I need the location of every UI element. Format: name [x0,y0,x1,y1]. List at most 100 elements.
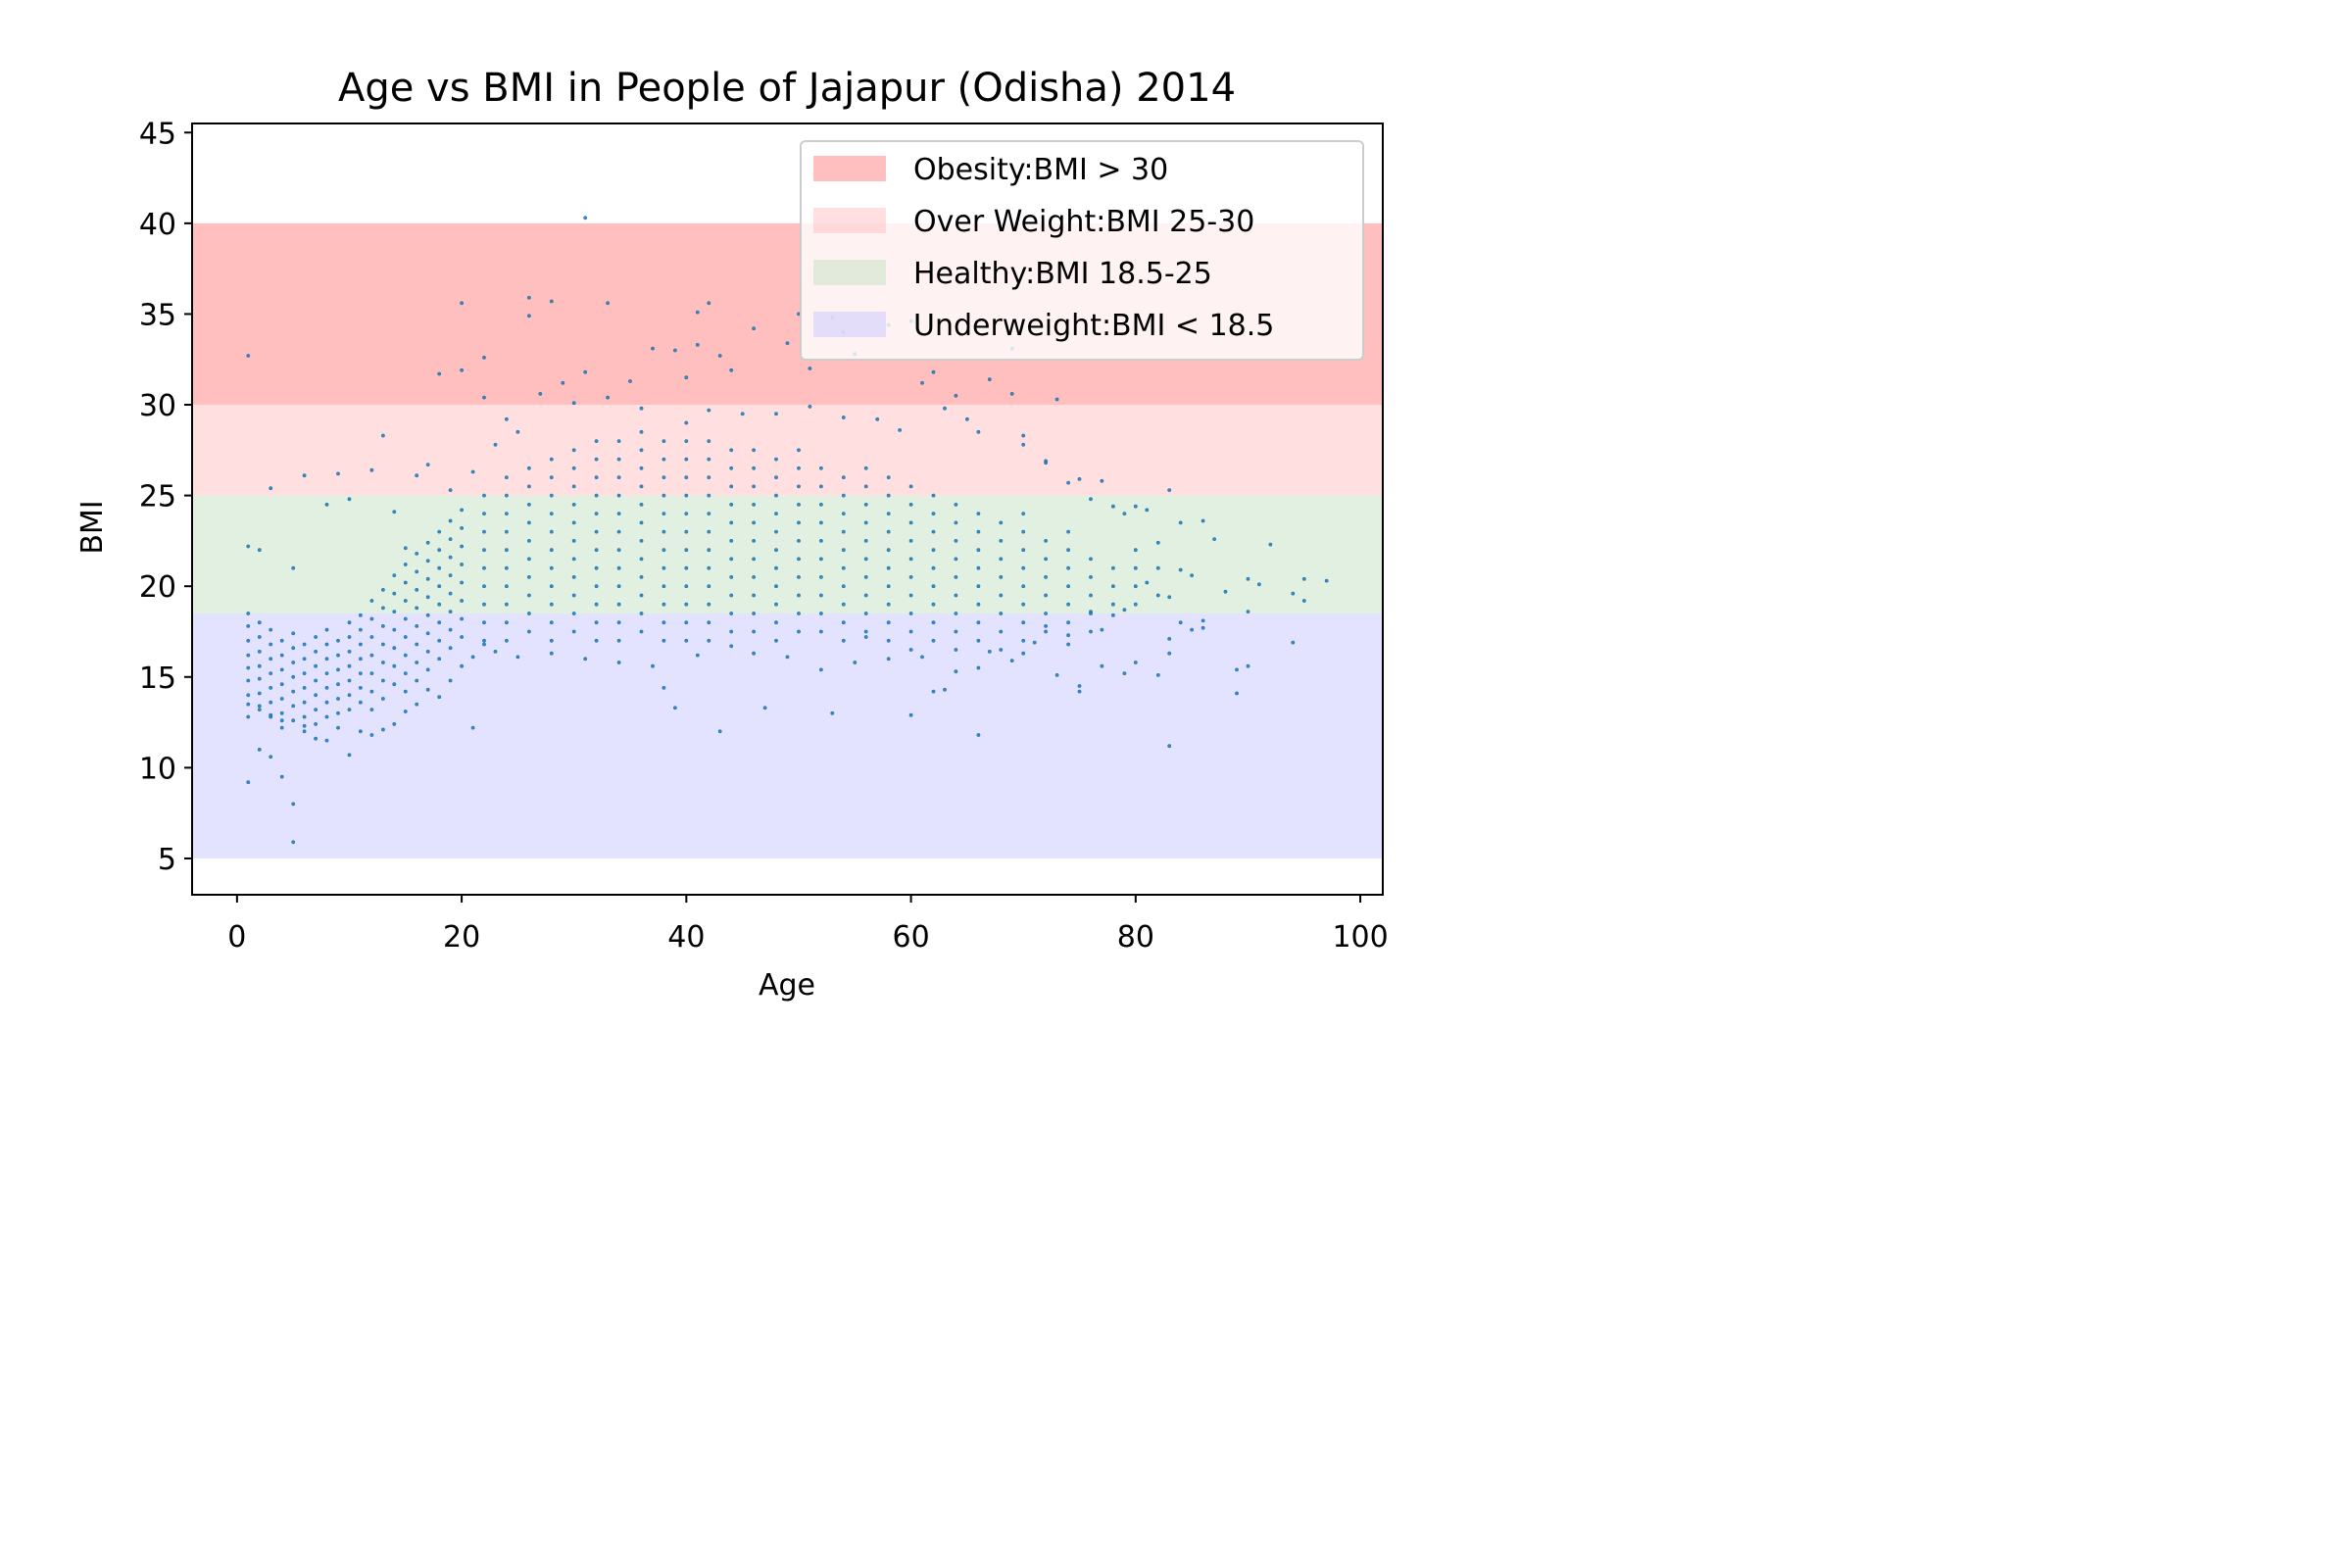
data-point [1122,512,1127,516]
data-point [291,704,296,709]
data-point [549,584,554,589]
data-point [752,484,757,489]
data-point [460,563,465,566]
data-point [482,565,486,570]
data-point [279,667,284,672]
data-point [954,503,958,507]
data-point [291,840,296,845]
data-point [684,584,689,589]
legend-box [800,140,1364,361]
y-tick-label: 15 [139,662,176,696]
data-point [291,802,296,807]
data-point [571,539,576,543]
legend-label: Underweight:BMI < 18.5 [913,309,1274,343]
data-point [886,548,891,553]
data-point [684,475,689,480]
data-point [1044,612,1049,615]
data-point [1155,673,1160,677]
data-point [1044,593,1049,598]
data-point [269,700,273,705]
data-point [291,661,296,664]
x-tick-label: 20 [443,920,480,955]
data-point [369,689,374,694]
data-point [1021,638,1026,643]
data-point [639,539,644,543]
data-point [415,678,419,683]
data-point [707,475,711,480]
data-point [808,404,812,409]
data-point [482,355,486,360]
data-point [358,729,363,734]
data-point [987,377,992,382]
data-point [336,710,340,715]
data-point [571,401,576,406]
data-point [246,624,251,628]
data-point [358,627,363,632]
data-point [460,368,465,372]
data-point [279,725,284,730]
data-point [863,520,868,525]
data-point [729,520,734,525]
data-point [819,629,823,634]
data-point [425,576,430,581]
y-tick-label: 25 [139,480,176,514]
data-point [324,738,329,743]
data-point [369,671,374,676]
data-point [505,475,509,480]
data-point [482,638,486,643]
data-point [594,565,599,570]
data-point [886,638,891,643]
data-point [639,593,644,598]
data-point [257,708,262,712]
data-point [415,624,419,628]
data-point [639,406,644,411]
data-point [347,708,352,712]
data-point [886,602,891,607]
data-point [425,540,430,545]
data-point [269,627,273,632]
data-point [1235,691,1239,696]
data-point [257,676,262,681]
data-point [314,722,318,726]
data-point [448,678,453,683]
data-point [752,539,757,543]
data-point [291,718,296,723]
data-point [403,580,408,585]
y-tick-label: 40 [139,208,176,242]
data-point [999,539,1004,543]
data-point [269,642,273,647]
data-point [1301,599,1306,603]
data-point [853,661,858,664]
data-point [460,635,465,639]
data-point [380,642,385,647]
data-point [549,493,554,498]
data-point [841,565,846,570]
data-point [246,544,251,549]
data-point [1246,576,1250,581]
data-point [841,638,846,643]
data-point [863,629,868,634]
data-point [752,503,757,507]
data-point [606,301,611,306]
data-point [797,593,801,598]
data-point [257,704,262,709]
data-point [415,642,419,647]
data-point [380,606,385,611]
data-point [380,678,385,683]
data-point [639,557,644,562]
data-point [639,503,644,507]
data-point [684,493,689,498]
data-point [1021,529,1026,534]
data-point [695,342,700,347]
data-point [1066,565,1071,570]
data-point [954,648,958,652]
data-point [314,650,318,654]
data-point [1044,624,1049,628]
data-point [819,593,823,598]
data-point [448,573,453,578]
data-point [707,565,711,570]
data-point [246,354,251,358]
data-point [684,420,689,425]
data-point [740,412,745,416]
data-point [684,439,689,444]
